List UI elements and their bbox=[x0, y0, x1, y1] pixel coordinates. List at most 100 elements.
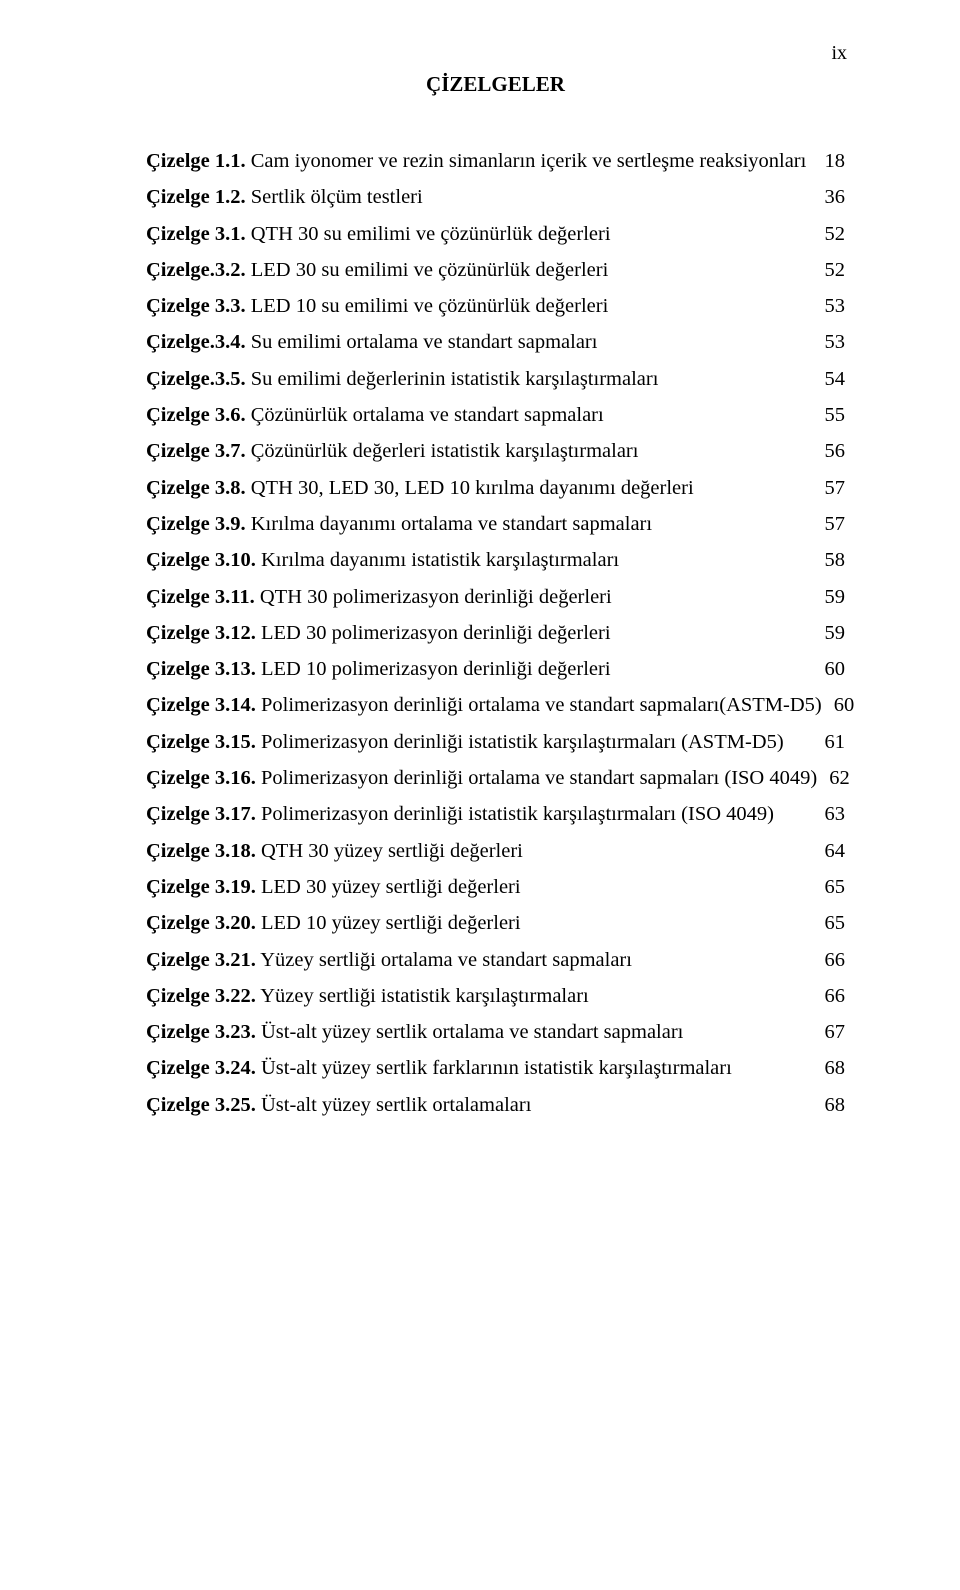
toc-entry-label: Çizelge 3.20. bbox=[146, 912, 256, 934]
toc-entry: Çizelge 3.20. LED 10 yüzey sertliği değe… bbox=[146, 913, 845, 934]
toc-entry: Çizelge 3.24. Üst-alt yüzey sertlik fark… bbox=[146, 1058, 845, 1079]
toc-entry: Çizelge 3.22. Yüzey sertliği istatistik … bbox=[146, 986, 845, 1007]
page-number: ix bbox=[831, 42, 847, 65]
toc-entry: Çizelge 1.1. Cam iyonomer ve rezin siman… bbox=[146, 151, 845, 172]
toc-entry-page: 54 bbox=[825, 369, 846, 390]
toc-entry-label: Çizelge 1.2. bbox=[146, 186, 246, 208]
toc-entry-page: 68 bbox=[825, 1058, 846, 1079]
toc-entry-text: Çizelge 3.25. Üst-alt yüzey sertlik orta… bbox=[146, 1095, 531, 1116]
toc-entry-page: 53 bbox=[825, 332, 846, 353]
toc-entry-text: Çizelge 3.11. QTH 30 polimerizasyon deri… bbox=[146, 587, 612, 608]
toc-entry-text: Çizelge 3.21. Yüzey sertliği ortalama ve… bbox=[146, 950, 632, 971]
toc-entry-page: 63 bbox=[825, 804, 846, 825]
toc-entry-description: LED 10 yüzey sertliği değerleri bbox=[256, 912, 521, 934]
toc-entry-description: QTH 30 yüzey sertliği değerleri bbox=[256, 840, 523, 862]
toc-entry-page: 66 bbox=[825, 950, 846, 971]
toc-entry-description: Su emilimi değerlerinin istatistik karşı… bbox=[246, 368, 659, 390]
toc-entry-description: Yüzey sertliği istatistik karşılaştırmal… bbox=[256, 985, 589, 1007]
toc-entry-page: 57 bbox=[825, 478, 846, 499]
toc-entry-text: Çizelge 3.23. Üst-alt yüzey sertlik orta… bbox=[146, 1022, 683, 1043]
toc-entry: Çizelge 3.6. Çözünürlük ortalama ve stan… bbox=[146, 405, 845, 426]
toc-entry-label: Çizelge 3.19. bbox=[146, 876, 256, 898]
toc-entry-page: 57 bbox=[825, 514, 846, 535]
toc-entry-text: Çizelge 3.12. LED 30 polimerizasyon deri… bbox=[146, 623, 611, 644]
toc-entry-text: Çizelge 3.10. Kırılma dayanımı istatisti… bbox=[146, 550, 619, 571]
toc-entry: Çizelge 3.9. Kırılma dayanımı ortalama v… bbox=[146, 514, 845, 535]
toc-entry: Çizelge 1.2. Sertlik ölçüm testleri 36 bbox=[146, 187, 845, 208]
toc-entry: Çizelge 3.16. Polimerizasyon derinliği o… bbox=[146, 768, 845, 789]
toc-entry-description: Kırılma dayanımı ortalama ve standart sa… bbox=[246, 513, 652, 535]
toc-entry-label: Çizelge 1.1. bbox=[146, 150, 246, 172]
toc-entry-text: Çizelge 3.1. QTH 30 su emilimi ve çözünü… bbox=[146, 224, 611, 245]
toc-entry-label: Çizelge 3.23. bbox=[146, 1021, 256, 1043]
toc-entry-description: QTH 30, LED 30, LED 10 kırılma dayanımı … bbox=[246, 477, 694, 499]
toc-entry-label: Çizelge 3.25. bbox=[146, 1094, 256, 1116]
toc-entry-description: Su emilimi ortalama ve standart sapmalar… bbox=[246, 331, 598, 353]
toc-entry-text: Çizelge 3.6. Çözünürlük ortalama ve stan… bbox=[146, 405, 604, 426]
toc-entry-label: Çizelge 3.18. bbox=[146, 840, 256, 862]
toc-entry-label: Çizelge 3.6. bbox=[146, 404, 246, 426]
toc-entry-text: Çizelge.3.2. LED 30 su emilimi ve çözünü… bbox=[146, 260, 608, 281]
toc-entry-page: 59 bbox=[825, 623, 846, 644]
toc-entry-text: Çizelge 3.22. Yüzey sertliği istatistik … bbox=[146, 986, 589, 1007]
toc-entry-description: Çözünürlük değerleri istatistik karşılaş… bbox=[246, 440, 639, 462]
toc-entry: Çizelge.3.2. LED 30 su emilimi ve çözünü… bbox=[146, 260, 845, 281]
toc-entry-text: Çizelge 3.9. Kırılma dayanımı ortalama v… bbox=[146, 514, 652, 535]
toc-entry-description: LED 30 su emilimi ve çözünürlük değerler… bbox=[246, 259, 609, 281]
toc-entry-page: 62 bbox=[829, 768, 850, 789]
toc-entry-label: Çizelge 3.22. bbox=[146, 985, 256, 1007]
toc-entry-text: Çizelge 3.24. Üst-alt yüzey sertlik fark… bbox=[146, 1058, 732, 1079]
toc-entry: Çizelge 3.14. Polimerizasyon derinliği o… bbox=[146, 695, 845, 716]
toc-entry-text: Çizelge 3.19. LED 30 yüzey sertliği değe… bbox=[146, 877, 521, 898]
toc-entry-description: LED 30 yüzey sertliği değerleri bbox=[256, 876, 521, 898]
toc-entry-page: 59 bbox=[825, 587, 846, 608]
toc-entry-page: 65 bbox=[825, 877, 846, 898]
toc-entry: Çizelge 3.25. Üst-alt yüzey sertlik orta… bbox=[146, 1095, 845, 1116]
toc-entry-description: Polimerizasyon derinliği istatistik karş… bbox=[256, 803, 774, 825]
toc-entry-text: Çizelge.3.4. Su emilimi ortalama ve stan… bbox=[146, 332, 597, 353]
toc-entry-description: Kırılma dayanımı istatistik karşılaştırm… bbox=[256, 549, 619, 571]
toc-entry-description: Polimerizasyon derinliği istatistik karş… bbox=[256, 731, 784, 753]
toc-entry-label: Çizelge.3.5. bbox=[146, 368, 246, 390]
toc-entry-text: Çizelge 3.18. QTH 30 yüzey sertliği değe… bbox=[146, 841, 523, 862]
toc-entry-page: 65 bbox=[825, 913, 846, 934]
toc-entry-page: 56 bbox=[825, 441, 846, 462]
toc-entry: Çizelge 3.10. Kırılma dayanımı istatisti… bbox=[146, 550, 845, 571]
toc-entry-label: Çizelge 3.11. bbox=[146, 586, 255, 608]
toc-entry-text: Çizelge 3.8. QTH 30, LED 30, LED 10 kırı… bbox=[146, 478, 694, 499]
toc-entry-label: Çizelge 3.21. bbox=[146, 949, 256, 971]
toc-entry-page: 58 bbox=[825, 550, 846, 571]
toc-entry-description: LED 10 polimerizasyon derinliği değerler… bbox=[256, 658, 611, 680]
toc-entry-label: Çizelge 3.17. bbox=[146, 803, 256, 825]
toc-entry-description: LED 10 su emilimi ve çözünürlük değerler… bbox=[246, 295, 609, 317]
toc-entry-label: Çizelge 3.7. bbox=[146, 440, 246, 462]
toc-entry-label: Çizelge 3.1. bbox=[146, 223, 246, 245]
toc-entry-description: Yüzey sertliği ortalama ve standart sapm… bbox=[256, 949, 632, 971]
toc-entry: Çizelge.3.4. Su emilimi ortalama ve stan… bbox=[146, 332, 845, 353]
toc-entry-page: 52 bbox=[825, 260, 846, 281]
toc-entry-page: 66 bbox=[825, 986, 846, 1007]
toc-entry: Çizelge 3.18. QTH 30 yüzey sertliği değe… bbox=[146, 841, 845, 862]
toc-entry-page: 60 bbox=[825, 659, 846, 680]
toc-entry-page: 36 bbox=[825, 187, 846, 208]
page-title: ÇİZELGELER bbox=[146, 72, 845, 97]
toc-entry-description: Polimerizasyon derinliği ortalama ve sta… bbox=[256, 767, 817, 789]
toc-entry-description: QTH 30 su emilimi ve çözünürlük değerler… bbox=[246, 223, 611, 245]
toc-entry-text: Çizelge 1.2. Sertlik ölçüm testleri bbox=[146, 187, 423, 208]
toc-entry-description: QTH 30 polimerizasyon derinliği değerler… bbox=[255, 586, 612, 608]
toc-entry-description: Çözünürlük ortalama ve standart sapmalar… bbox=[246, 404, 604, 426]
toc-entry: Çizelge 3.13. LED 10 polimerizasyon deri… bbox=[146, 659, 845, 680]
toc-entry-label: Çizelge 3.10. bbox=[146, 549, 256, 571]
toc-entry-text: Çizelge 3.16. Polimerizasyon derinliği o… bbox=[146, 768, 817, 789]
toc-entry: Çizelge 3.7. Çözünürlük değerleri istati… bbox=[146, 441, 845, 462]
toc-entry-label: Çizelge 3.13. bbox=[146, 658, 256, 680]
toc-entry-description: Polimerizasyon derinliği ortalama ve sta… bbox=[256, 694, 822, 716]
toc-entry-label: Çizelge 3.16. bbox=[146, 767, 256, 789]
toc-entry-text: Çizelge 3.14. Polimerizasyon derinliği o… bbox=[146, 695, 822, 716]
toc-entry: Çizelge 3.1. QTH 30 su emilimi ve çözünü… bbox=[146, 224, 845, 245]
toc-entry: Çizelge 3.8. QTH 30, LED 30, LED 10 kırı… bbox=[146, 478, 845, 499]
toc-entry-description: Sertlik ölçüm testleri bbox=[246, 186, 423, 208]
toc-entry-description: Üst-alt yüzey sertlik ortalamaları bbox=[256, 1094, 532, 1116]
toc-entry: Çizelge 3.19. LED 30 yüzey sertliği değe… bbox=[146, 877, 845, 898]
toc-entry-description: LED 30 polimerizasyon derinliği değerler… bbox=[256, 622, 611, 644]
